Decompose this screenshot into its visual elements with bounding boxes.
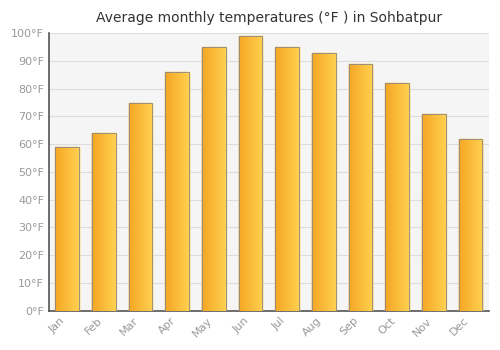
Bar: [166, 72, 189, 310]
Bar: [202, 47, 226, 310]
Bar: [458, 139, 482, 310]
Bar: [238, 36, 262, 310]
Bar: [56, 147, 79, 310]
Bar: [128, 103, 152, 310]
Bar: [348, 64, 372, 310]
Title: Average monthly temperatures (°F ) in Sohbatpur: Average monthly temperatures (°F ) in So…: [96, 11, 442, 25]
Bar: [276, 47, 299, 310]
Bar: [312, 52, 336, 310]
Bar: [422, 114, 446, 310]
Bar: [92, 133, 116, 310]
Bar: [386, 83, 409, 310]
